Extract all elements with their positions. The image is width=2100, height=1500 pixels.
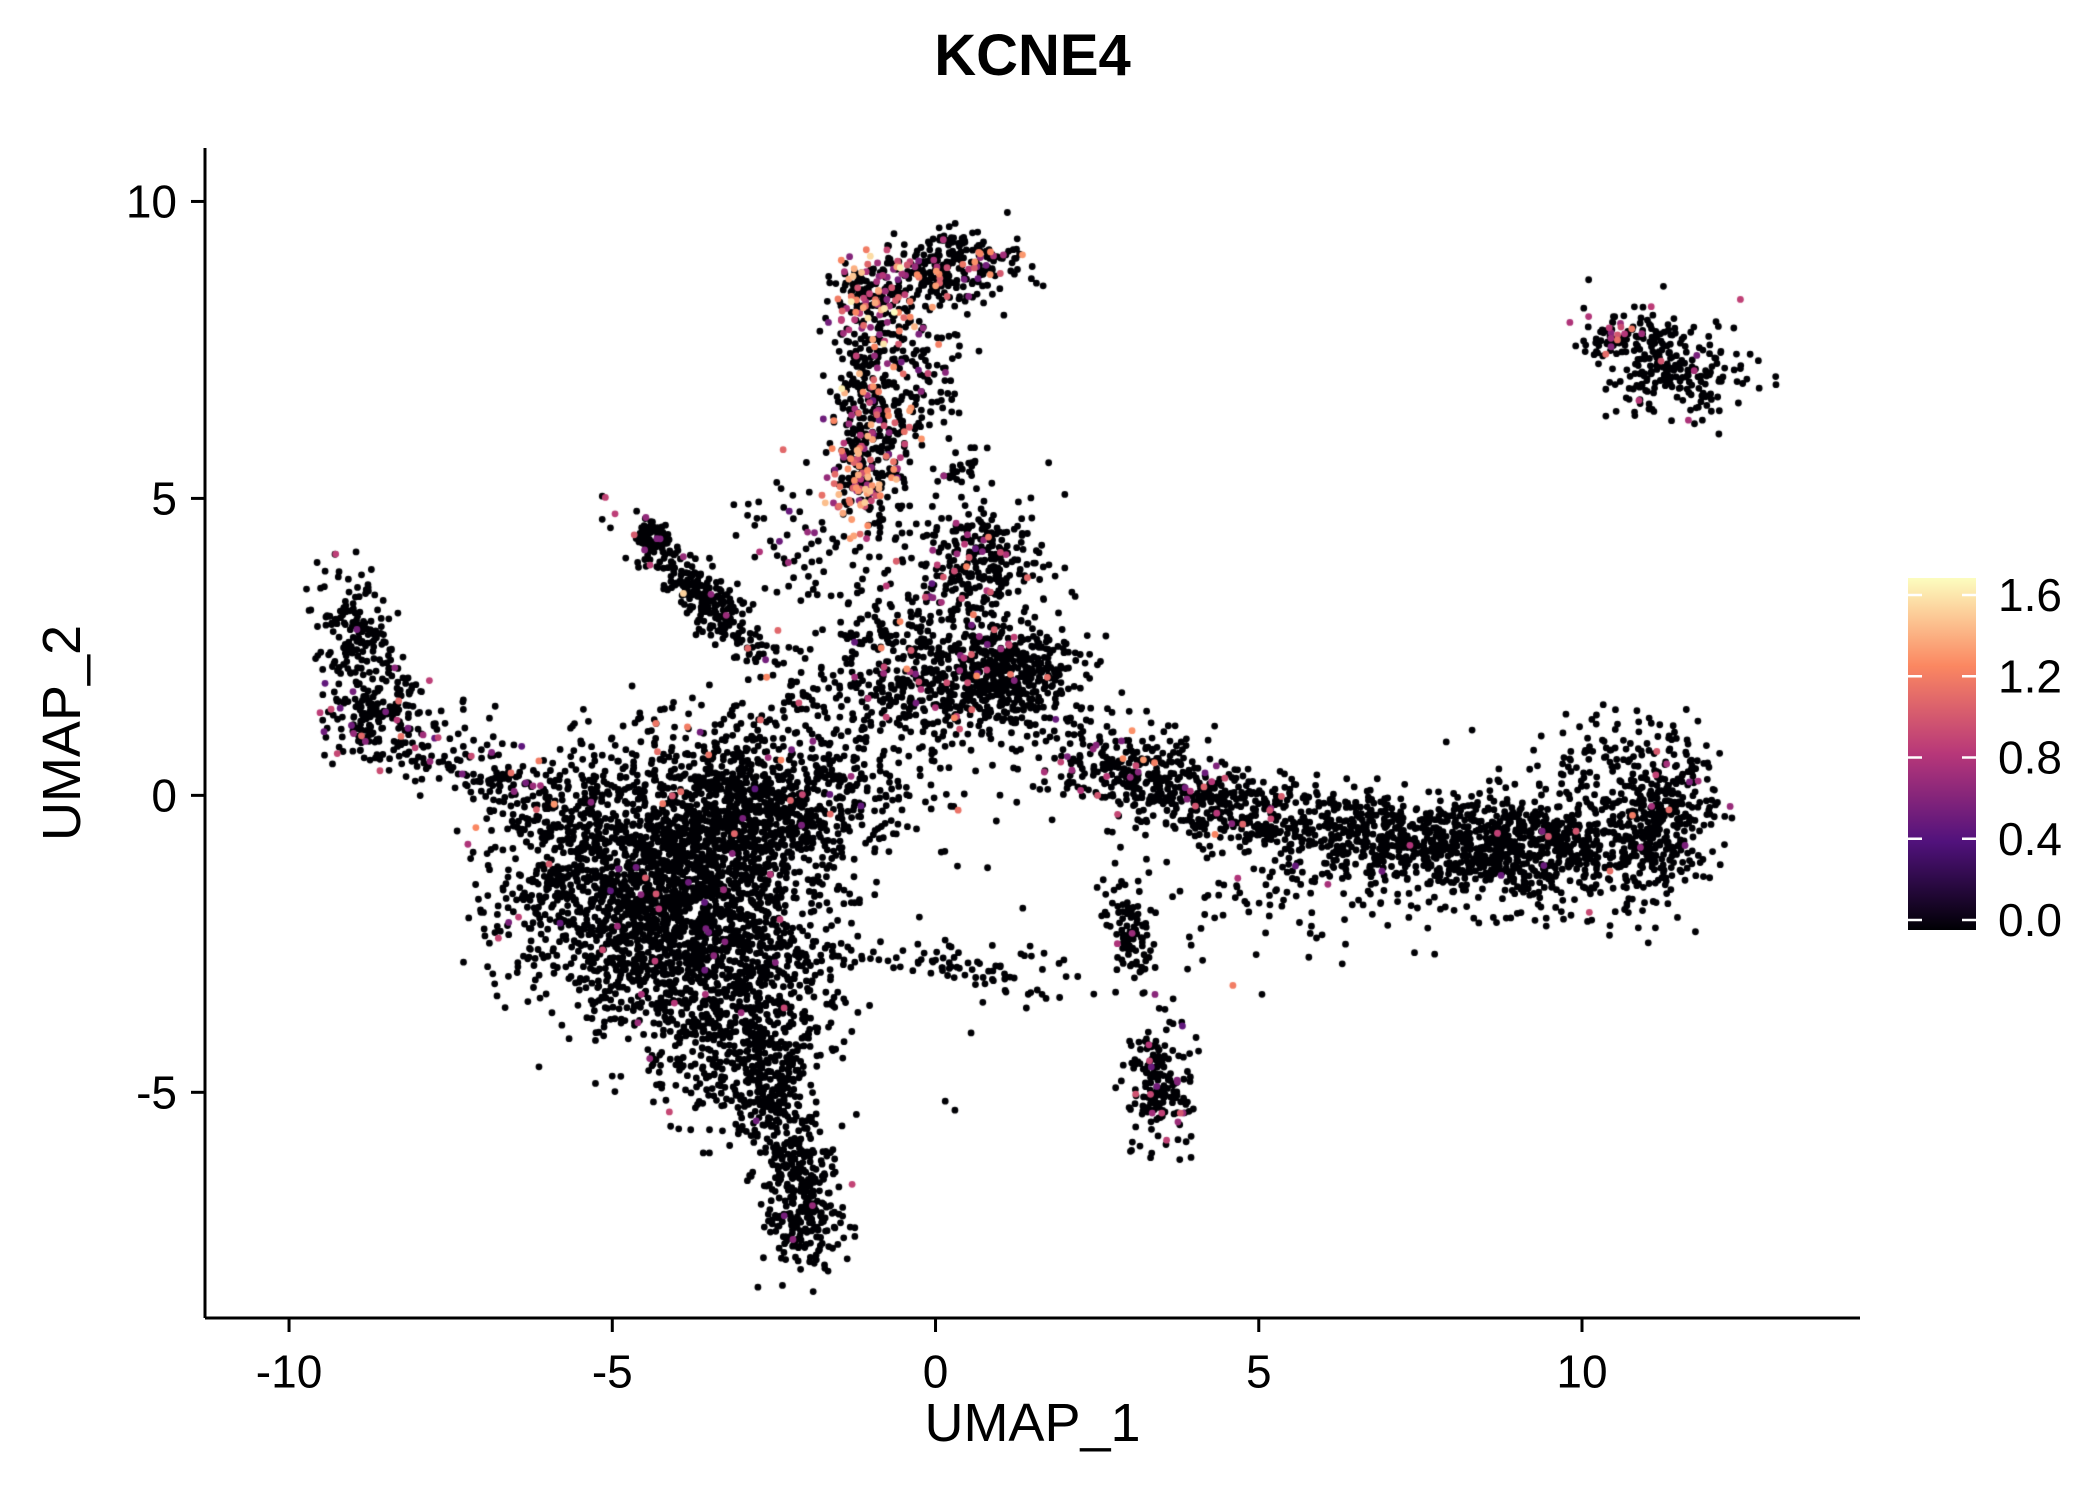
y-tick-label: 0 xyxy=(151,769,177,821)
colorbar-tick-label: 0.4 xyxy=(1998,813,2062,865)
plot-title: KCNE4 xyxy=(934,23,1131,88)
x-tick-label: -5 xyxy=(592,1346,633,1398)
y-tick-label: 5 xyxy=(151,472,177,524)
colorbar-tick-label: 1.2 xyxy=(1998,650,2062,702)
colorbar-tick-label: 0.8 xyxy=(1998,732,2062,784)
x-tick-label: -10 xyxy=(256,1346,322,1398)
colorbar xyxy=(1908,578,1976,930)
y-tick-label: 10 xyxy=(126,175,177,227)
y-axis-label: UMAP_2 xyxy=(32,624,92,842)
x-tick-label: 0 xyxy=(923,1346,949,1398)
x-axis-label: UMAP_1 xyxy=(924,1393,1141,1453)
colorbar-tick-label: 1.6 xyxy=(1998,569,2062,621)
colorbar-tick-label: 0.0 xyxy=(1998,894,2062,946)
x-tick-label: 10 xyxy=(1556,1346,1607,1398)
x-tick-label: 5 xyxy=(1246,1346,1272,1398)
y-tick-label: -5 xyxy=(136,1066,177,1118)
